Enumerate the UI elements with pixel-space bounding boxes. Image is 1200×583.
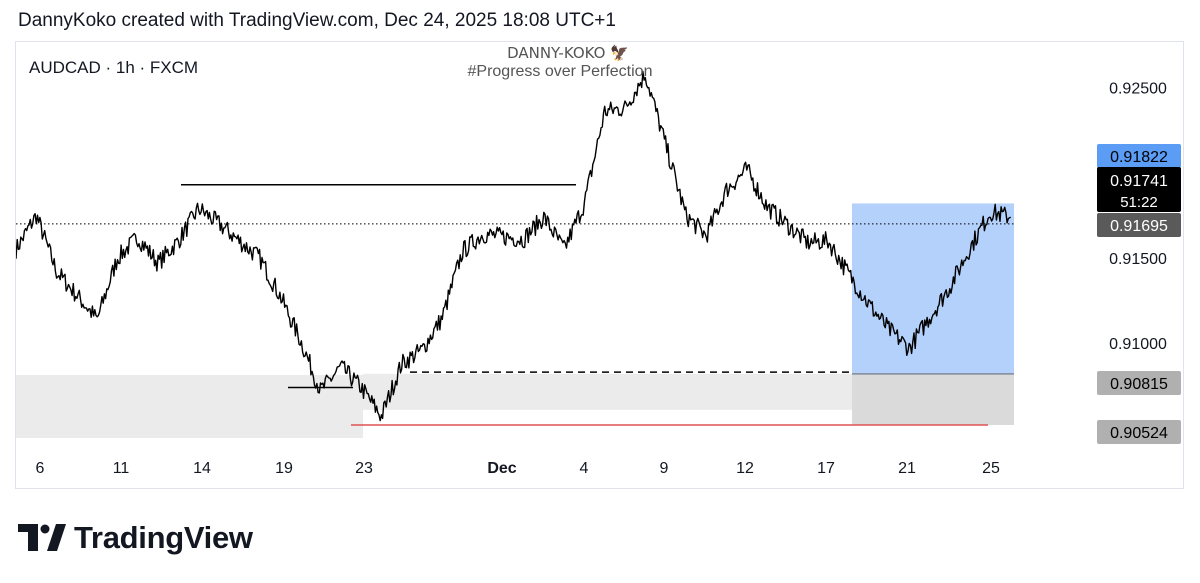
watermark-name: DANNY-KOKO 🦅 xyxy=(507,43,629,62)
price-series-line xyxy=(16,70,1012,422)
price-badge-current-bg xyxy=(1097,167,1181,212)
demand-zone-left xyxy=(16,375,363,438)
x-tick-label: 9 xyxy=(660,460,669,477)
price-badge-target-text: 0.91822 xyxy=(1110,149,1168,166)
price-badge-current-text: 0.91741 xyxy=(1110,173,1168,190)
price-badge-current: 0.91741 51:22 xyxy=(1097,167,1181,212)
watermark-tagline: #Progress over Perfection xyxy=(468,63,653,80)
long-position-target-zone[interactable] xyxy=(852,203,1014,374)
x-tick-label: 14 xyxy=(193,460,211,477)
price-badge-stop: 0.90524 xyxy=(1097,420,1181,444)
symbol-label: AUDCAD · 1h · FXCM xyxy=(29,58,198,77)
x-tick-label: 4 xyxy=(580,460,589,477)
price-badge-stop-text: 0.90524 xyxy=(1110,425,1168,442)
price-chart[interactable]: 6 11 14 19 23 Dec 4 9 12 17 21 25 0.92500 0.91500 0.91… xyxy=(16,42,1185,490)
x-tick-label: Dec xyxy=(487,460,516,477)
price-badge-entry-text: 0.90815 xyxy=(1110,376,1168,393)
y-tick-label: 0.92500 xyxy=(1109,81,1167,98)
tradingview-wordmark: TradingView xyxy=(74,520,253,555)
price-badge-previous-bg xyxy=(1097,213,1181,237)
chart-pane[interactable]: 6 11 14 19 23 Dec 4 9 12 17 21 25 0.92500 0.91500 0.91… xyxy=(15,41,1184,489)
price-badge-entry-bg xyxy=(1097,371,1181,395)
x-tick-label: 21 xyxy=(898,460,916,477)
price-badge-target-bg xyxy=(1097,144,1181,168)
price-badge-target: 0.91822 xyxy=(1097,144,1181,168)
price-badge-previous: 0.91695 xyxy=(1097,213,1181,237)
price-badge-previous-text: 0.91695 xyxy=(1110,218,1168,235)
y-tick-label: 0.91500 xyxy=(1109,251,1167,268)
bar-countdown-text: 51:22 xyxy=(1120,194,1158,211)
tradingview-logo-icon xyxy=(18,524,66,551)
x-tick-label: 11 xyxy=(113,460,130,477)
long-position-stop-zone[interactable] xyxy=(852,373,1014,425)
x-tick-label: 6 xyxy=(36,460,45,477)
x-tick-label: 12 xyxy=(736,460,754,477)
x-tick-label: 17 xyxy=(817,460,835,477)
x-tick-label: 25 xyxy=(982,460,1000,477)
tradingview-brand: TradingView xyxy=(18,518,253,558)
x-tick-label: 19 xyxy=(275,460,293,477)
chart-caption: DannyKoko created with TradingView.com, … xyxy=(18,10,616,31)
price-badge-entry: 0.90815 xyxy=(1097,371,1181,395)
y-tick-label: 0.91000 xyxy=(1109,336,1167,353)
price-badge-stop-bg xyxy=(1097,420,1181,444)
x-tick-label: 23 xyxy=(355,460,373,477)
